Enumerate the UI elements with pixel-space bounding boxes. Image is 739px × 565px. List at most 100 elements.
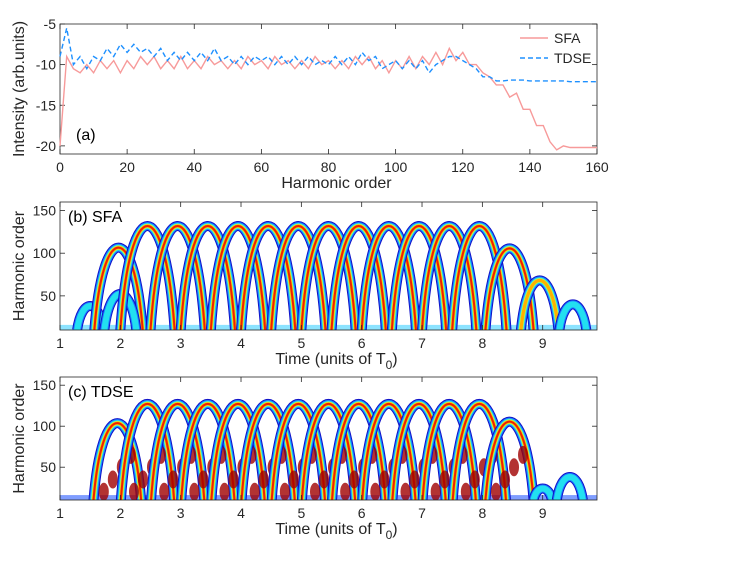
y-tick-label: 150	[33, 377, 57, 393]
intensity-blob	[128, 482, 139, 500]
intensity-blob	[319, 470, 329, 489]
y-tick-label: 50	[40, 288, 56, 304]
harmonic-arch	[356, 220, 421, 330]
x-tick-label: 9	[539, 335, 547, 351]
harmonic-arch	[357, 399, 421, 500]
x-tick-label: 2	[116, 505, 124, 521]
arch-contour	[361, 402, 417, 500]
x-tick-label: 5	[297, 335, 305, 351]
x-axis-label: Time (units of T0)	[275, 351, 397, 372]
x-tick-label: 80	[321, 159, 337, 175]
axes-frame	[59, 376, 598, 501]
harmonic-arch	[296, 220, 361, 330]
y-tick-label: 150	[33, 203, 57, 219]
x-axis-label-text: Harmonic order	[281, 175, 392, 192]
intensity-blob	[168, 470, 179, 489]
x-tick-label: 3	[177, 335, 185, 351]
legend-label-tdse: TDSE	[554, 50, 591, 66]
harmonic-arch	[266, 220, 331, 330]
arch-contour	[421, 402, 477, 500]
intensity-blob	[340, 482, 351, 500]
legend: SFA TDSE	[520, 30, 591, 66]
intensity-blob	[198, 470, 209, 489]
legend-label-sfa: SFA	[554, 30, 581, 46]
harmonic-arch	[551, 472, 588, 500]
harmonic-arch	[554, 299, 592, 330]
y-tick-label: 100	[33, 418, 57, 434]
intensity-blob	[460, 482, 471, 500]
harmonic-arch	[447, 220, 512, 330]
x-tick-label: 7	[418, 335, 426, 351]
panel-a-intensity-spectrum: 0 20 40 60 80 100 120 140 160 -20 -15 -10 -5 Intensit…	[11, 16, 609, 192]
arch-contour	[360, 224, 417, 330]
arch-contour	[556, 301, 590, 330]
arch-contour	[180, 402, 236, 500]
x-tick-label: 40	[186, 159, 202, 175]
harmonic-arch	[447, 399, 511, 500]
intensity-blob	[279, 482, 290, 500]
y-tick-label: -20	[36, 138, 56, 154]
harmonic-arch	[176, 399, 240, 500]
arch-contour	[209, 224, 267, 330]
harmonic-arch	[417, 399, 481, 500]
x-tick-label: 8	[478, 505, 486, 521]
harmonic-arch	[417, 220, 482, 330]
harmonic-arch	[266, 399, 330, 500]
arch-contour	[553, 474, 586, 500]
x-tick-label: 140	[518, 159, 542, 175]
arch-contour	[270, 402, 326, 500]
x-axis-label-close: )	[392, 351, 397, 368]
harmonic-arch	[528, 483, 557, 500]
x-axis-label-text: Time (units of T	[275, 351, 385, 368]
harmonic-arch	[145, 220, 210, 330]
intensity-blob	[249, 482, 260, 500]
x-tick-label: 160	[585, 159, 609, 175]
y-tick-label: 100	[33, 245, 57, 261]
arch-contour	[451, 224, 508, 330]
x-tick-label: 120	[451, 159, 475, 175]
arch-contour	[93, 246, 144, 330]
arch-contour	[240, 224, 297, 330]
intensity-blob	[159, 482, 170, 500]
x-tick-label: 20	[119, 159, 135, 175]
intensity-blob	[491, 482, 502, 500]
x-axis-label: Time (units of T0)	[275, 521, 397, 542]
arch-contour	[519, 279, 561, 330]
harmonic-arch	[175, 220, 240, 330]
intensity-blob	[288, 470, 299, 489]
intensity-blob	[98, 482, 109, 500]
intensity-blob	[258, 470, 269, 489]
y-tick-label: -15	[36, 97, 56, 113]
y-tick-label: -5	[44, 16, 57, 32]
y-axis-label: Harmonic order	[11, 210, 28, 321]
harmonic-arch	[515, 275, 564, 330]
x-tick-label: 5	[297, 505, 305, 521]
plot-area	[60, 220, 597, 330]
axes-frame	[59, 201, 598, 331]
x-tick-label: 1	[56, 335, 64, 351]
harmonic-arch	[89, 242, 148, 330]
intensity-blob	[409, 470, 420, 489]
x-tick-label: 60	[254, 159, 270, 175]
series-line-sfa	[59, 46, 597, 151]
x-tick-label: 100	[384, 159, 408, 175]
arch-contour	[210, 402, 266, 500]
harmonic-arch	[236, 399, 300, 500]
intensity-blob	[310, 482, 320, 500]
harmonic-arch	[115, 220, 180, 330]
intensity-blob	[500, 470, 511, 489]
panel-c-tdse-time-frequency: 1 2 3 4 5 6 7 8 9 50 100 150 Harmonic order Time (uni…	[11, 376, 598, 542]
arch-contour	[270, 224, 327, 330]
x-tick-label: 8	[478, 335, 486, 351]
y-tick-label: -10	[36, 57, 56, 73]
intensity-blob	[137, 470, 148, 489]
arch-contour	[300, 224, 357, 330]
harmonic-arch	[386, 220, 452, 330]
arch-contour	[451, 402, 507, 500]
plot-area	[60, 399, 597, 500]
intensity-blob	[469, 470, 480, 489]
arch-contour	[331, 402, 387, 500]
y-tick-label: 50	[40, 459, 56, 475]
x-tick-label: 4	[237, 335, 245, 351]
